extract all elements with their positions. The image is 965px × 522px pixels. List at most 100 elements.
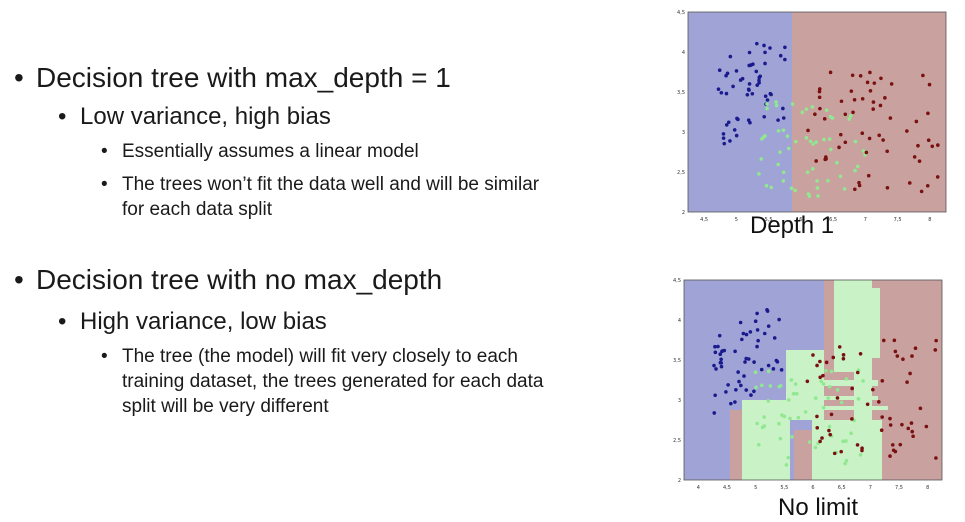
point-green bbox=[844, 458, 849, 463]
point-red bbox=[820, 436, 824, 440]
x-axis-ticks: 4,5 5 5,5 6 6,5 7 7,5 8 bbox=[700, 217, 931, 223]
point-blue bbox=[744, 356, 749, 361]
point-red bbox=[871, 100, 876, 104]
region-blue bbox=[688, 12, 792, 212]
point-blue bbox=[717, 68, 722, 73]
point-green bbox=[829, 147, 833, 152]
point-green bbox=[800, 110, 805, 115]
point-green bbox=[829, 369, 834, 374]
point-green bbox=[835, 160, 839, 165]
point-blue bbox=[748, 120, 752, 125]
point-red bbox=[880, 379, 885, 383]
point-red bbox=[851, 110, 855, 115]
point-red bbox=[868, 88, 873, 93]
point-red bbox=[881, 138, 885, 142]
point-green bbox=[794, 139, 798, 144]
point-red bbox=[817, 95, 822, 100]
point-red bbox=[930, 144, 935, 149]
point-blue bbox=[725, 71, 730, 76]
point-blue bbox=[713, 393, 717, 398]
point-green bbox=[788, 416, 792, 421]
point-red bbox=[895, 354, 900, 358]
point-blue bbox=[739, 383, 743, 388]
plot-frame bbox=[687, 11, 947, 213]
bullet-dot: • bbox=[14, 264, 24, 295]
point-blue bbox=[765, 98, 770, 102]
point-blue bbox=[763, 50, 767, 55]
point-blue bbox=[762, 114, 767, 119]
point-blue bbox=[712, 411, 717, 415]
x-tick-label: 5 bbox=[735, 217, 738, 223]
point-green bbox=[856, 397, 861, 401]
point-blue bbox=[757, 80, 761, 85]
y-tick-label: 4 bbox=[682, 50, 685, 56]
point-green bbox=[830, 116, 835, 120]
point-green bbox=[813, 396, 818, 400]
point-blue bbox=[772, 336, 777, 340]
point-red bbox=[839, 449, 843, 454]
bullet-linear-model: Essentially assumes a linear model bbox=[122, 141, 419, 162]
point-red bbox=[841, 353, 846, 357]
point-red bbox=[815, 414, 819, 419]
point-green bbox=[782, 414, 787, 419]
point-green bbox=[796, 415, 801, 420]
point-green bbox=[827, 424, 832, 429]
point-red bbox=[806, 128, 810, 133]
point-blue bbox=[733, 349, 737, 354]
point-blue bbox=[719, 364, 724, 369]
point-green bbox=[765, 106, 769, 111]
y-tick-label: 4,5 bbox=[673, 278, 681, 284]
point-green bbox=[765, 102, 769, 106]
point-blue bbox=[724, 390, 728, 394]
point-green bbox=[784, 463, 789, 467]
point-red bbox=[855, 443, 860, 447]
point-blue bbox=[749, 63, 753, 67]
x-tick-label: 7,5 bbox=[894, 217, 902, 223]
point-red bbox=[901, 357, 905, 362]
point-red bbox=[908, 371, 912, 376]
point-blue bbox=[736, 370, 740, 374]
point-green bbox=[760, 137, 764, 141]
point-green bbox=[815, 179, 819, 183]
point-green bbox=[790, 102, 795, 106]
point-red bbox=[906, 426, 911, 431]
point-green bbox=[855, 164, 860, 169]
point-blue bbox=[728, 54, 733, 59]
point-green bbox=[776, 129, 781, 133]
point-green bbox=[754, 385, 758, 390]
point-blue bbox=[768, 91, 773, 96]
point-blue bbox=[768, 46, 772, 50]
point-green bbox=[822, 137, 826, 142]
point-blue bbox=[721, 136, 726, 140]
point-green bbox=[810, 105, 815, 109]
point-blue bbox=[779, 368, 784, 372]
point-blue bbox=[750, 91, 755, 96]
point-green bbox=[861, 149, 866, 153]
point-blue bbox=[713, 350, 718, 355]
point-green bbox=[847, 117, 852, 121]
bullet-dot: • bbox=[14, 62, 24, 93]
point-green bbox=[807, 194, 812, 198]
point-red bbox=[926, 138, 931, 143]
decision-boundary-plot-no-limit: 4 4,5 5 5,5 6 6,5 7 7,5 8 2 2,5 3 3,5 4 4,5 bbox=[673, 278, 943, 491]
point-red bbox=[910, 354, 914, 358]
point-green bbox=[781, 179, 786, 183]
point-red bbox=[818, 359, 822, 364]
point-blue bbox=[756, 338, 760, 343]
point-blue bbox=[738, 320, 743, 325]
point-red bbox=[832, 451, 837, 456]
point-green bbox=[774, 103, 779, 108]
bullet-max-depth-1: Decision tree with max_depth = 1 bbox=[36, 62, 451, 93]
point-blue bbox=[740, 337, 744, 342]
point-red bbox=[864, 150, 869, 155]
y-axis-ticks: 2 2,5 3 3,5 4 4,5 bbox=[677, 10, 685, 216]
x-tick-label: 5 bbox=[754, 485, 757, 491]
point-red bbox=[865, 402, 870, 407]
point-green bbox=[819, 379, 824, 384]
point-red bbox=[824, 155, 828, 159]
point-red bbox=[916, 143, 920, 148]
point-blue bbox=[747, 50, 752, 55]
point-blue bbox=[724, 91, 729, 96]
point-red bbox=[850, 417, 854, 421]
point-green bbox=[757, 172, 761, 176]
